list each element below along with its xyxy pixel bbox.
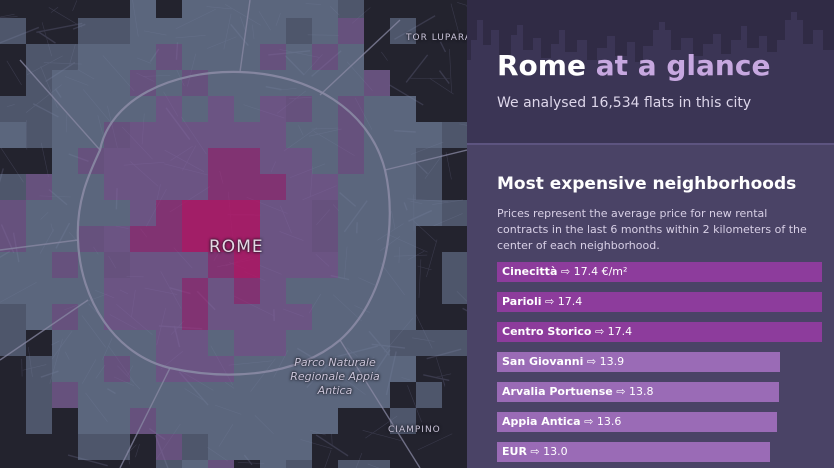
bar-label: Appia Antica — [502, 415, 581, 428]
heatmap-map[interactable]: ROME TOR LUPARA CIAMPINO Parco Naturale … — [0, 0, 467, 468]
city-label: ROME — [209, 237, 264, 257]
place-label-tor-lupara: TOR LUPARA — [406, 33, 467, 43]
bar-label: Cinecittà — [502, 265, 558, 278]
panel-header: Rome at a glance We analysed 16,534 flat… — [467, 0, 834, 143]
page-title: Rome at a glance — [497, 49, 770, 82]
bar-value: ⇨ 13.9 — [583, 355, 625, 368]
neighborhood-bar[interactable]: San Giovanni ⇨ 13.9 — [497, 352, 780, 372]
bar-label: San Giovanni — [502, 355, 584, 368]
bar-label: Centro Storico — [502, 325, 592, 338]
skyline-icon — [467, 12, 834, 143]
info-panel: Rome at a glance We analysed 16,534 flat… — [467, 0, 834, 468]
bar-label: Arvalia Portuense — [502, 385, 613, 398]
neighborhood-bar[interactable]: Appia Antica ⇨ 13.6 — [497, 412, 777, 432]
bar-value: ⇨ 17.4 — [541, 295, 583, 308]
map-canvas[interactable] — [0, 0, 467, 468]
page-subtitle: We analysed 16,534 flats in this city — [497, 95, 752, 111]
neighborhood-bar[interactable]: Cinecittà ⇨ 17.4 €/m² — [497, 262, 822, 282]
neighborhood-bar[interactable]: Centro Storico ⇨ 17.4 — [497, 322, 822, 342]
heatmap-grid — [0, 0, 467, 468]
section-description: Prices represent the average price for n… — [497, 207, 807, 252]
bar-label: EUR — [502, 445, 527, 458]
title-accent: at a glance — [595, 49, 771, 82]
section-divider — [467, 143, 834, 145]
bar-value: ⇨ 17.4 €/m² — [557, 265, 628, 278]
bar-value: ⇨ 13.6 — [580, 415, 622, 428]
section-heading: Most expensive neighborhoods — [497, 174, 797, 194]
bar-value: ⇨ 13.8 — [612, 385, 654, 398]
title-city: Rome — [497, 49, 586, 82]
bar-value: ⇨ 17.4 — [591, 325, 633, 338]
bar-value: ⇨ 13.0 — [526, 445, 568, 458]
place-label-ciampino: CIAMPINO — [388, 425, 441, 435]
ring-road — [0, 0, 467, 468]
neighborhood-bar[interactable]: Arvalia Portuense ⇨ 13.8 — [497, 382, 779, 402]
bar-label: Parioli — [502, 295, 542, 308]
neighborhood-bar[interactable]: EUR ⇨ 13.0 — [497, 442, 770, 462]
neighborhood-bar[interactable]: Parioli ⇨ 17.4 — [497, 292, 822, 312]
park-label: Parco Naturale Regionale Appia Antica — [290, 356, 380, 397]
